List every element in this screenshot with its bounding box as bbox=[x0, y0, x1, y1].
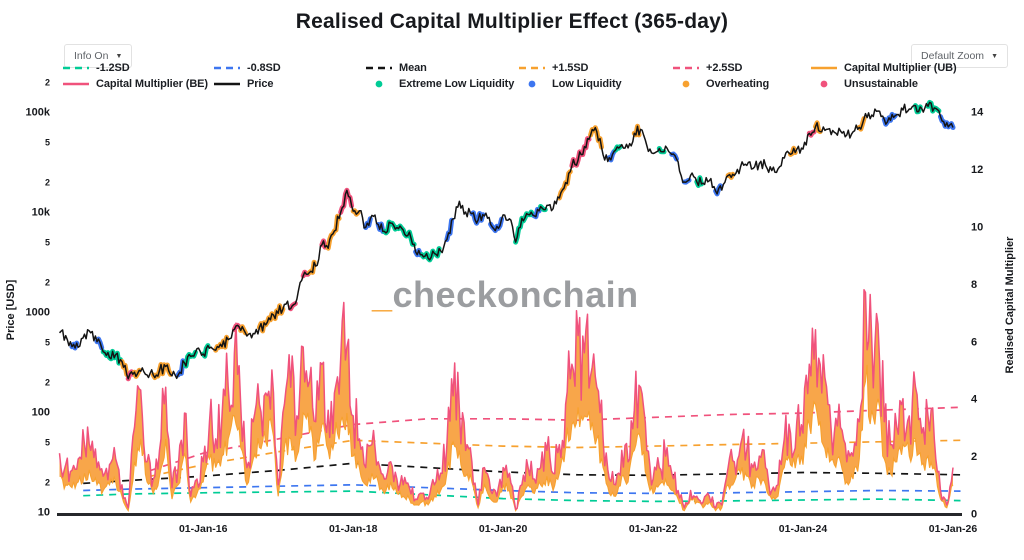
legend-label: +1.5SD bbox=[552, 62, 589, 74]
legend-item-unsustainable[interactable]: Unsustainable bbox=[810, 78, 1012, 90]
capital-multiplier-be-line bbox=[58, 289, 954, 510]
legend-item-capital-multiplier-ub[interactable]: Capital Multiplier (UB) bbox=[810, 62, 1012, 74]
legend-label: Mean bbox=[399, 62, 427, 74]
watermark-text: checkonchain bbox=[392, 274, 639, 315]
capital-multiplier-ub-line bbox=[59, 364, 954, 513]
band-minus-1-2sd bbox=[83, 490, 961, 503]
svg-text:01-Jan-16: 01-Jan-16 bbox=[179, 523, 228, 535]
default-zoom-dropdown[interactable]: Default Zoom ▼ bbox=[911, 44, 1008, 68]
liquidity-state-halos bbox=[69, 99, 956, 382]
svg-text:14: 14 bbox=[971, 107, 984, 119]
legend-item-mean[interactable]: Mean bbox=[365, 62, 518, 74]
legend-item-price[interactable]: Price bbox=[213, 78, 365, 90]
legend-label: Overheating bbox=[706, 78, 770, 90]
legend-dot-icon bbox=[528, 80, 536, 88]
legend-label: -0.8SD bbox=[247, 62, 281, 74]
band-minus-0-8sd bbox=[83, 483, 961, 495]
svg-text:10: 10 bbox=[38, 507, 50, 519]
default-zoom-label: Default Zoom bbox=[921, 50, 985, 62]
price-axis-ticks: 2 100k 5 2 10k 5 2 1000 5 2 100 5 2 10 bbox=[26, 77, 51, 518]
capital-multiplier-band bbox=[59, 289, 953, 511]
svg-text:5: 5 bbox=[45, 338, 50, 348]
svg-text:100k: 100k bbox=[26, 107, 51, 119]
legend-dot-icon bbox=[682, 80, 690, 88]
legend-line-icon bbox=[366, 66, 392, 70]
legend-line-icon bbox=[214, 82, 240, 86]
watermark: _checkonchain bbox=[372, 274, 639, 316]
legend-label: Low Liquidity bbox=[552, 78, 622, 90]
svg-text:6: 6 bbox=[971, 336, 977, 348]
legend-label: -1.2SD bbox=[96, 62, 130, 74]
svg-text:01-Jan-18: 01-Jan-18 bbox=[329, 523, 378, 535]
svg-text:0: 0 bbox=[971, 509, 977, 521]
svg-text:01-Jan-26: 01-Jan-26 bbox=[929, 523, 978, 535]
svg-text:2: 2 bbox=[45, 177, 50, 187]
svg-text:4: 4 bbox=[971, 394, 978, 406]
legend-line-icon bbox=[63, 66, 89, 70]
svg-text:5: 5 bbox=[45, 138, 50, 148]
svg-text:2: 2 bbox=[45, 277, 50, 287]
band-plus-1-5sd bbox=[150, 439, 961, 478]
multiplier-axis-title: Realised Capital Multiplier bbox=[1004, 236, 1016, 374]
legend-label: Extreme Low Liquidity bbox=[399, 78, 515, 90]
legend: -1.2SD -0.8SD Mean +1.5SD +2.5SD Capital Mult… bbox=[62, 62, 1012, 90]
chevron-down-icon: ▼ bbox=[115, 52, 123, 60]
legend-label: Capital Multiplier (UB) bbox=[844, 62, 957, 74]
legend-dot-icon bbox=[820, 80, 828, 88]
legend-label: Price bbox=[247, 78, 274, 90]
legend-line-icon bbox=[519, 66, 545, 70]
legend-label: Unsustainable bbox=[844, 78, 918, 90]
svg-text:5: 5 bbox=[45, 238, 50, 248]
legend-item-0-8sd[interactable]: -0.8SD bbox=[213, 62, 365, 74]
price-axis-title: Price [USD] bbox=[5, 279, 17, 340]
legend-item-1-2sd[interactable]: -1.2SD bbox=[62, 62, 213, 74]
liquidity-state-segment bbox=[938, 114, 956, 130]
svg-text:2: 2 bbox=[45, 377, 50, 387]
svg-text:5: 5 bbox=[45, 438, 50, 448]
svg-text:12: 12 bbox=[971, 164, 983, 176]
legend-item-capital-multiplier-be[interactable]: Capital Multiplier (BE) bbox=[62, 78, 213, 90]
legend-line-icon bbox=[811, 66, 837, 70]
legend-line-icon bbox=[63, 82, 89, 86]
svg-text:2: 2 bbox=[45, 477, 50, 487]
legend-dot-icon bbox=[375, 80, 383, 88]
svg-text:10k: 10k bbox=[32, 207, 51, 219]
chevron-down-icon: ▼ bbox=[991, 52, 998, 60]
svg-text:01-Jan-22: 01-Jan-22 bbox=[629, 523, 678, 535]
legend-line-icon bbox=[673, 66, 699, 70]
legend-item-low-liquidity[interactable]: Low Liquidity bbox=[518, 78, 672, 90]
legend-label: Capital Multiplier (BE) bbox=[96, 78, 208, 90]
legend-item-overheating[interactable]: Overheating bbox=[672, 78, 810, 90]
info-on-dropdown[interactable]: Info On ▼ bbox=[64, 44, 133, 68]
watermark-underscore: _ bbox=[372, 274, 393, 315]
legend-label: +2.5SD bbox=[706, 62, 743, 74]
date-axis-ticks: 01-Jan-16 01-Jan-18 01-Jan-20 01-Jan-22 01-J… bbox=[179, 523, 977, 535]
svg-text:100: 100 bbox=[32, 407, 50, 419]
svg-text:01-Jan-20: 01-Jan-20 bbox=[479, 523, 528, 535]
info-on-label: Info On bbox=[74, 50, 109, 62]
svg-text:01-Jan-24: 01-Jan-24 bbox=[779, 523, 828, 535]
liquidity-state-segment bbox=[513, 209, 536, 245]
svg-text:2: 2 bbox=[45, 77, 50, 87]
svg-text:2: 2 bbox=[971, 451, 977, 463]
legend-line-icon bbox=[214, 66, 240, 70]
legend-item-1-5sd[interactable]: +1.5SD bbox=[518, 62, 672, 74]
legend-item-extreme-low-liquidity[interactable]: Extreme Low Liquidity bbox=[365, 78, 518, 90]
svg-text:8: 8 bbox=[971, 279, 977, 291]
svg-text:10: 10 bbox=[971, 222, 983, 234]
svg-text:1000: 1000 bbox=[26, 307, 50, 319]
legend-item-2-5sd[interactable]: +2.5SD bbox=[672, 62, 810, 74]
page-title: Realised Capital Multiplier Effect (365-… bbox=[295, 10, 729, 33]
price-line bbox=[58, 101, 954, 380]
multiplier-axis-ticks: 0 2 4 6 8 10 12 14 bbox=[971, 107, 984, 521]
